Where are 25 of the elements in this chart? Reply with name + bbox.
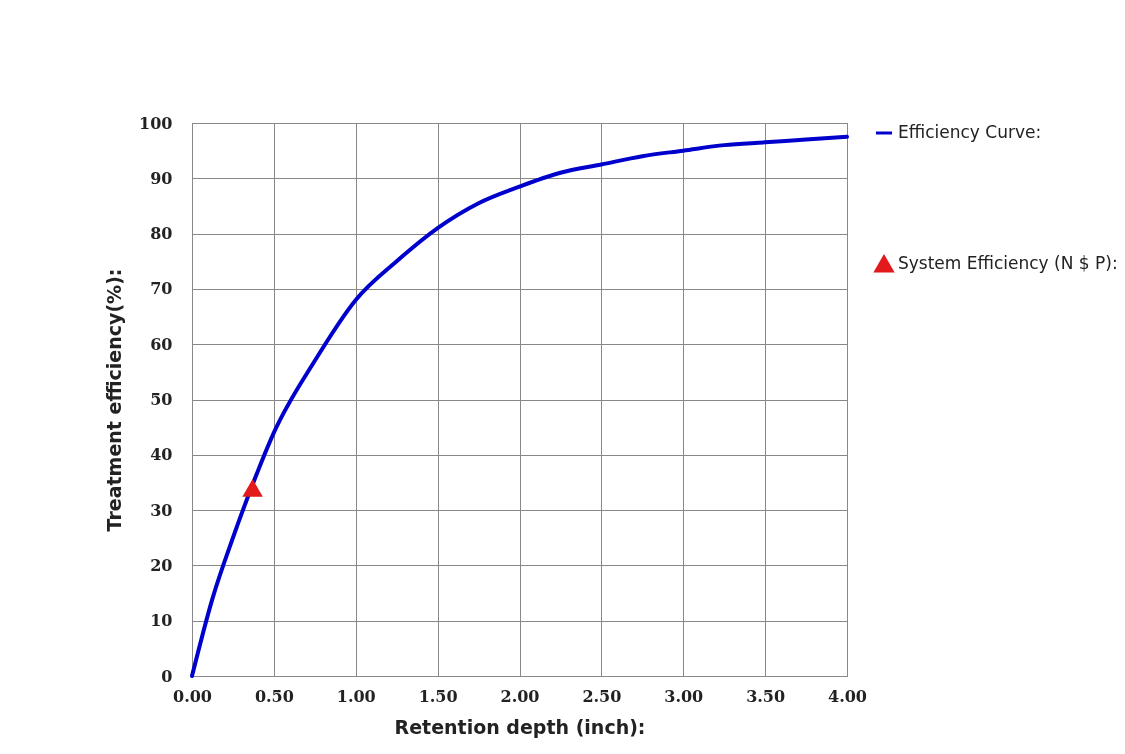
y-tick-label: 0 <box>161 666 173 686</box>
line-series <box>190 134 849 678</box>
y-tick-label: 20 <box>150 555 173 575</box>
x-tick-label: 2.50 <box>582 686 622 706</box>
y-tick-label: 100 <box>139 113 173 133</box>
x-tick-label: 1.50 <box>418 686 458 706</box>
x-tick-label: 0.50 <box>254 686 294 706</box>
y-axis-title: Treatment efficiency(%): <box>103 268 126 532</box>
y-tick-label: 70 <box>150 279 173 299</box>
y-tick-label: 40 <box>150 445 173 465</box>
y-tick-label: 10 <box>150 611 173 631</box>
x-tick-label: 1.00 <box>336 686 376 706</box>
x-tick-label: 0.00 <box>173 686 212 706</box>
x-tick-label: 4.00 <box>828 686 867 706</box>
x-tick-label: 3.00 <box>664 686 704 706</box>
x-tick-label: 3.50 <box>746 686 786 706</box>
y-tick-label: 50 <box>150 390 173 409</box>
y-tick-label: 80 <box>150 224 173 244</box>
x-tick-label: 2.00 <box>500 686 540 706</box>
y-tick-label: 30 <box>150 500 173 520</box>
y-tick-label: 60 <box>150 334 173 354</box>
y-tick-label: 90 <box>150 168 173 188</box>
legend-label: System Efficiency (N $ P): <box>898 253 1118 273</box>
legend-label: Efficiency Curve: <box>898 122 1042 142</box>
x-axis-title: Retention depth (inch): <box>394 715 646 738</box>
